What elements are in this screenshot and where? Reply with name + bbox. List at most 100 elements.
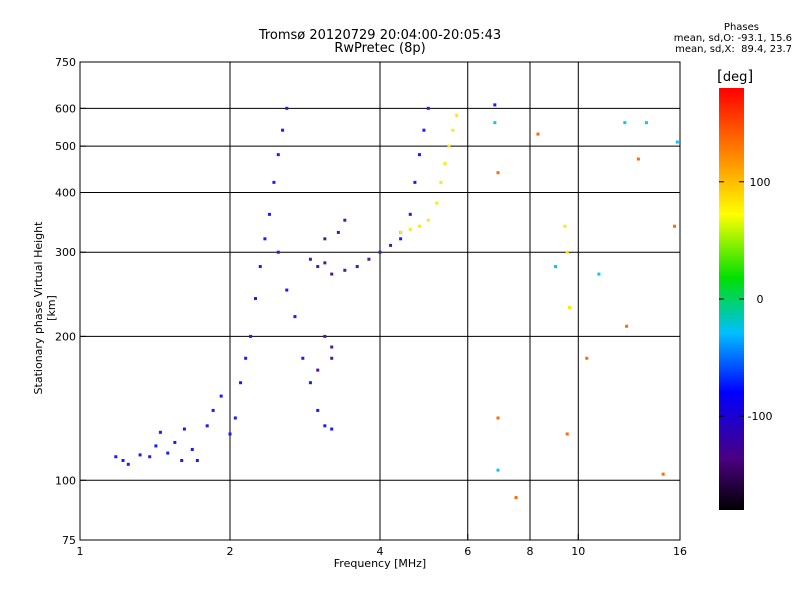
colorbar-tick-label: 0 <box>757 293 764 306</box>
data-point <box>158 430 162 434</box>
data-point <box>455 113 459 117</box>
data-point <box>496 468 500 472</box>
data-point <box>389 243 393 247</box>
phase-legend-heading: Phases <box>723 22 759 33</box>
data-point <box>330 272 334 276</box>
data-point <box>565 432 569 436</box>
data-point <box>195 458 199 462</box>
data-point <box>413 180 417 184</box>
data-point <box>675 140 679 144</box>
x-tick-label: 16 <box>673 545 687 558</box>
data-point <box>205 424 209 428</box>
colorbar-ticks: 100 0 -100 <box>719 176 772 423</box>
data-point <box>496 171 500 175</box>
data-point <box>323 424 327 428</box>
data-point <box>276 250 280 254</box>
y-tick-label: 750 <box>55 56 76 69</box>
data-point <box>553 265 557 269</box>
data-point <box>316 265 320 269</box>
data-point <box>121 458 125 462</box>
data-point <box>244 356 248 360</box>
data-point <box>343 268 347 272</box>
y-tick-label: 300 <box>55 246 76 259</box>
x-tick-label: 2 <box>227 545 234 558</box>
data-point <box>343 218 347 222</box>
axis-ticks: 1 2 4 6 8 10 16 75 100 200 300 400 500 600 750 <box>55 56 687 558</box>
x-tick-label: 4 <box>377 545 384 558</box>
data-point <box>182 427 186 431</box>
data-point <box>514 496 518 500</box>
x-tick-label: 6 <box>464 545 471 558</box>
phase-legend-o: mean, sd,O: -93.1, 15.6 <box>673 33 792 44</box>
data-point <box>496 416 500 420</box>
data-point <box>301 356 305 360</box>
data-point <box>443 161 447 165</box>
data-point <box>173 440 177 444</box>
data-point <box>567 305 571 309</box>
data-point <box>323 237 327 241</box>
data-point <box>565 250 569 254</box>
data-point <box>336 230 340 234</box>
data-point <box>272 180 276 184</box>
colorbar-tick-label: 100 <box>750 176 771 189</box>
data-point <box>239 381 243 385</box>
data-point <box>316 408 320 412</box>
data-point <box>417 153 421 157</box>
data-point <box>536 132 540 136</box>
data-point <box>330 427 334 431</box>
x-tick-label: 8 <box>527 545 534 558</box>
grid-lines <box>80 62 680 540</box>
data-point <box>138 453 142 457</box>
data-point <box>323 261 327 265</box>
data-point <box>636 157 640 161</box>
data-point <box>426 106 430 110</box>
chart-title: Tromsø 20120729 20:04:00-20:05:43 <box>258 28 502 43</box>
colorbar-unit-text: deg <box>722 70 748 85</box>
data-point <box>253 297 257 301</box>
data-point <box>258 265 262 269</box>
data-point <box>661 472 665 476</box>
data-point <box>435 201 439 205</box>
data-point <box>399 237 403 241</box>
data-point <box>323 334 327 338</box>
data-point <box>126 462 130 466</box>
data-point <box>563 224 567 228</box>
data-point <box>493 121 497 125</box>
data-point <box>367 257 371 261</box>
data-point <box>308 257 312 261</box>
y-tick-label: 100 <box>55 474 76 487</box>
data-point <box>166 451 170 455</box>
data-point <box>644 121 648 125</box>
data-point <box>190 447 194 451</box>
data-points <box>114 103 679 500</box>
data-point <box>439 180 443 184</box>
y-tick-label: 75 <box>62 534 76 547</box>
data-point <box>355 265 359 269</box>
colorbar-unit: [deg] <box>717 67 754 85</box>
data-point <box>154 444 158 448</box>
data-point <box>219 394 223 398</box>
data-point <box>408 212 412 216</box>
x-tick-label: 10 <box>571 545 585 558</box>
data-point <box>293 315 297 319</box>
data-point <box>330 356 334 360</box>
data-point <box>233 416 237 420</box>
data-point <box>180 458 184 462</box>
data-point <box>249 334 253 338</box>
data-point <box>330 345 334 349</box>
y-axis-label: Stationary phase Virtual Height [km] <box>32 221 58 395</box>
data-point <box>285 106 289 110</box>
data-point <box>114 455 118 459</box>
data-point <box>285 288 289 292</box>
data-point <box>625 324 629 328</box>
data-point <box>673 224 677 228</box>
phase-legend-x: mean, sd,X: 89.4, 23.7 <box>675 44 792 55</box>
data-point <box>623 121 627 125</box>
data-point <box>267 212 271 216</box>
data-point <box>422 128 426 132</box>
y-tick-label: 500 <box>55 140 76 153</box>
data-point <box>597 272 601 276</box>
chart-subtitle: RwPretec (8p) <box>334 41 426 56</box>
data-point <box>399 230 403 234</box>
